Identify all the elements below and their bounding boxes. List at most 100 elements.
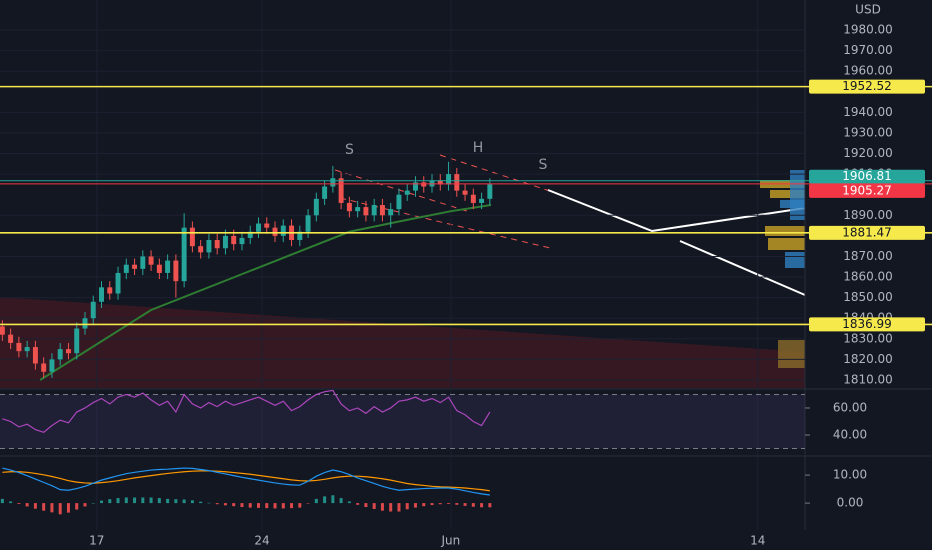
y-tick-label: 1860.00 <box>843 270 893 284</box>
price-label-box <box>809 169 925 184</box>
x-tick-label: 17 <box>89 534 104 548</box>
macd-histogram-bar <box>306 503 310 504</box>
candle-body <box>379 205 385 216</box>
y-tick-label: 1980.00 <box>843 23 893 37</box>
macd-histogram-bar <box>380 503 384 511</box>
candle-body <box>90 301 96 319</box>
macd-histogram-bar <box>347 501 351 504</box>
macd-histogram-bar <box>240 503 244 508</box>
macd-histogram-bar <box>141 497 145 504</box>
profile-bar <box>765 226 805 236</box>
profile-bar <box>778 340 805 368</box>
pattern-annotation: S <box>345 142 354 158</box>
macd-histogram-bar <box>83 503 87 507</box>
rsi-tick-label: 40.00 <box>833 428 867 442</box>
price-label: 1906.81 <box>842 169 892 183</box>
macd-histogram-bar <box>413 503 417 508</box>
macd-histogram-bar <box>91 503 95 504</box>
candle-body <box>74 328 80 354</box>
candle-body <box>8 334 14 343</box>
macd-histogram-bar <box>133 497 137 504</box>
macd-histogram-bar <box>256 503 260 508</box>
candle-body <box>346 202 352 212</box>
macd-histogram-bar <box>480 503 484 508</box>
macd-histogram-bar <box>33 503 37 509</box>
macd-histogram-bar <box>273 503 277 509</box>
y-tick-label: 1870.00 <box>843 249 893 263</box>
rsi-tick-label: 60.00 <box>833 400 867 414</box>
macd-tick-label: 10.00 <box>833 468 867 482</box>
price-label: 1881.47 <box>842 225 892 239</box>
macd-histogram-bar <box>108 499 112 504</box>
price-label-box <box>809 225 925 240</box>
candle-body <box>330 178 336 187</box>
channel-line <box>334 169 471 213</box>
candle-body <box>189 227 195 247</box>
profile-bar <box>768 238 805 250</box>
channel-line <box>439 154 557 194</box>
candle-body <box>272 227 278 236</box>
macd-histogram-bar <box>75 503 79 510</box>
x-tick-label: Jun <box>441 534 461 548</box>
candle-body <box>371 205 377 216</box>
macd-histogram-bar <box>339 498 343 504</box>
x-tick-label: 24 <box>254 534 269 548</box>
pattern-annotation: H <box>473 140 484 156</box>
macd-histogram-bar <box>190 500 194 504</box>
candle-body <box>470 194 476 203</box>
candle-body <box>462 190 468 195</box>
price-label-box <box>809 317 925 332</box>
macd-histogram-bar <box>215 503 219 505</box>
macd-histogram-bar <box>447 503 451 504</box>
candle-body <box>115 272 121 294</box>
y-tick-label: 1960.00 <box>843 64 893 78</box>
macd-histogram-bar <box>116 498 120 504</box>
candle-body <box>479 198 485 203</box>
candle-body <box>222 235 228 249</box>
macd-histogram-bar <box>356 503 360 505</box>
macd-histogram-bar <box>430 503 434 506</box>
macd-histogram-bar <box>66 503 70 513</box>
macd-histogram-bar <box>199 501 203 504</box>
candle-body <box>355 207 361 212</box>
currency-label: USD <box>855 3 881 17</box>
y-tick-label: 1970.00 <box>843 43 893 57</box>
rsi-line <box>2 389 491 433</box>
candle-body <box>338 178 344 203</box>
candle-body <box>49 359 55 372</box>
candle-body <box>388 209 394 216</box>
candle-body <box>437 180 443 185</box>
candle-body <box>305 215 311 232</box>
price-label: 1952.52 <box>842 79 892 93</box>
pattern-annotation: S <box>539 157 548 173</box>
macd-histogram-bar <box>372 503 376 509</box>
macd-histogram-bar <box>207 502 211 504</box>
candle-body <box>421 182 427 187</box>
y-tick-label: 1940.00 <box>843 105 893 119</box>
macd-histogram-bar <box>25 503 29 507</box>
macd-histogram-bar <box>248 503 252 508</box>
candle-body <box>206 240 212 253</box>
red-zone <box>0 297 805 388</box>
candle-body <box>57 349 63 360</box>
profile-bar <box>770 190 805 198</box>
moving-average <box>39 204 492 381</box>
macd-histogram-bar <box>471 503 475 507</box>
price-label: 1905.27 <box>842 183 892 197</box>
candle-body <box>247 231 253 238</box>
macd-histogram-bar <box>124 497 128 504</box>
macd-histogram-bar <box>331 495 335 504</box>
y-tick-label: 1890.00 <box>843 208 893 222</box>
macd-histogram-bar <box>389 503 393 512</box>
candle-body <box>313 198 319 216</box>
candle-body <box>363 207 369 216</box>
macd-histogram-bar <box>50 503 54 513</box>
y-tick-label: 1920.00 <box>843 146 893 160</box>
macd-histogram-bar <box>397 503 401 512</box>
macd-line <box>2 467 490 496</box>
y-tick-label: 1930.00 <box>843 125 893 139</box>
candle-body <box>280 225 286 236</box>
macd-histogram-bar <box>100 500 104 504</box>
signal-line <box>2 470 490 492</box>
y-tick-label: 1830.00 <box>843 331 893 345</box>
